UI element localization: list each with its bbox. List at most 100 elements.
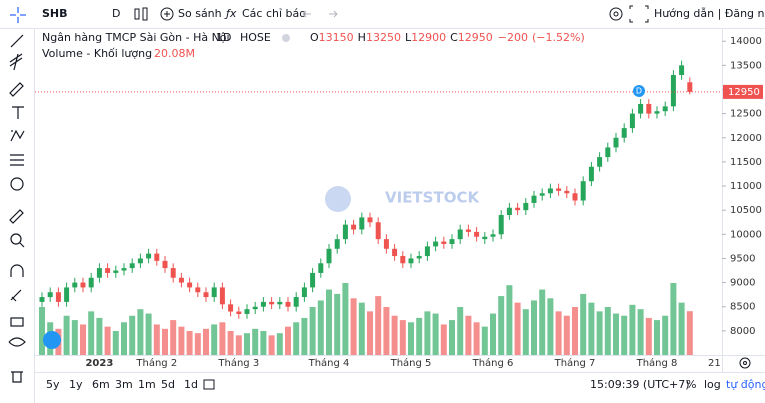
candle-body — [162, 260, 168, 269]
plot — [35, 60, 722, 355]
range-button[interactable]: 1m — [138, 378, 156, 391]
symbol[interactable]: SHB — [42, 7, 68, 20]
volume-bar — [63, 315, 70, 355]
volume-bar — [555, 311, 562, 355]
goto-date-icon[interactable] — [203, 379, 215, 390]
volume-bar — [39, 307, 45, 355]
ohlc-legend: O13150 H13250 L12900 C12950 −200 (−1.52%) — [310, 31, 585, 44]
y-tick-label: 8500 — [730, 302, 755, 313]
x-tick-label: Tháng 6 — [472, 357, 514, 369]
indicators[interactable]: Các chỉ báo — [242, 7, 306, 20]
volume-bar — [367, 311, 373, 355]
volume-bar — [326, 289, 332, 355]
candle-body — [219, 287, 225, 305]
candle-body — [244, 309, 250, 314]
candle-body — [687, 82, 693, 92]
compare[interactable]: So sánh — [178, 7, 222, 20]
range-button[interactable]: 6m — [92, 378, 110, 391]
fullscreen-icon[interactable] — [629, 5, 649, 23]
legend-value: 12950 — [458, 31, 493, 44]
legend-value: 13250 — [366, 31, 401, 44]
candle-body — [457, 229, 463, 240]
auto-toggle[interactable]: tự động — [726, 378, 765, 391]
candle-body — [334, 239, 340, 249]
x-tick-label: 2023 — [85, 358, 113, 369]
compare-icon[interactable] — [160, 7, 174, 21]
volume-bar — [383, 307, 390, 355]
candle-body — [146, 253, 152, 259]
candle-body — [392, 248, 398, 257]
volume-bar — [563, 315, 570, 355]
candle-body — [47, 292, 53, 298]
event-label[interactable]: D — [636, 87, 642, 96]
range-button[interactable]: 1d — [184, 378, 198, 391]
watermark-logo — [325, 186, 351, 212]
y-tick-label: 8000 — [730, 326, 755, 337]
candle-body — [441, 241, 447, 244]
range-button[interactable]: 5y — [46, 378, 60, 391]
crosshair-icon[interactable] — [10, 7, 26, 23]
y-tick-label: 10000 — [730, 229, 762, 240]
percent-toggle[interactable]: % — [686, 378, 696, 391]
candle-body — [236, 311, 242, 314]
interval[interactable]: D — [112, 7, 120, 20]
range-button[interactable]: 5d — [161, 378, 175, 391]
legend-toggle[interactable] — [282, 34, 290, 42]
volume-bar — [317, 300, 324, 355]
auth-links[interactable]: Hướng dẫn | Đăng nhập — [654, 7, 765, 20]
candle-body — [670, 75, 676, 107]
candle-body — [195, 287, 201, 293]
logo-badge[interactable] — [43, 331, 61, 349]
x-tick-label: Tháng 7 — [554, 357, 596, 369]
candle-body — [301, 287, 307, 298]
candle-body — [506, 207, 512, 215]
volume-bar — [596, 311, 603, 355]
volume-bar — [252, 328, 259, 355]
volume-bar — [211, 324, 218, 355]
x-tick-label: Tháng 8 — [636, 357, 678, 369]
volume-bar — [80, 324, 86, 355]
log-toggle[interactable]: log — [704, 378, 721, 391]
volume-bar — [121, 322, 127, 355]
candle-body — [654, 111, 660, 114]
volume-bar — [186, 331, 193, 355]
candle-body — [39, 297, 45, 302]
watermark: VIETSTOCK — [385, 189, 480, 207]
volume-bar — [498, 296, 505, 355]
candle-body — [564, 190, 570, 194]
candle-body — [597, 157, 603, 167]
event-marker[interactable] — [633, 85, 645, 97]
volume-bar — [129, 315, 136, 355]
candle-body — [137, 258, 143, 264]
last-price-label: 12950 — [728, 87, 760, 98]
candle-body — [252, 306, 258, 310]
axis-settings-icon[interactable] — [739, 357, 751, 369]
volume-title: Volume - Khối lượng — [42, 47, 152, 60]
range-button[interactable]: 3m — [115, 378, 133, 391]
volume-bar — [112, 331, 119, 355]
volume-bar — [604, 307, 611, 355]
candle-body — [342, 224, 348, 240]
volume-bar — [276, 333, 283, 355]
y-tick-label: 12500 — [730, 109, 762, 120]
range-button[interactable]: 1y — [69, 378, 83, 391]
candle-type-icon[interactable] — [134, 7, 148, 21]
volume-bar — [514, 302, 521, 355]
candle-body — [211, 287, 217, 298]
settings-icon[interactable] — [609, 7, 623, 21]
candle-body — [96, 268, 102, 278]
volume-bar — [293, 322, 300, 355]
legend-exchange: HOSE — [240, 31, 271, 44]
undo-redo[interactable] — [302, 10, 338, 18]
candle-body — [547, 188, 553, 194]
candle-body — [629, 113, 635, 129]
candle-body — [277, 301, 283, 305]
drawing-tools[interactable] — [8, 34, 26, 383]
candle-body — [588, 166, 594, 182]
candle-body — [621, 128, 627, 138]
candle-body — [646, 103, 652, 114]
indicators-icon[interactable]: ƒx — [224, 7, 237, 20]
candle-body — [383, 239, 389, 249]
x-tick-label: Tháng 4 — [308, 357, 350, 369]
y-tick-label: 12000 — [730, 133, 762, 144]
